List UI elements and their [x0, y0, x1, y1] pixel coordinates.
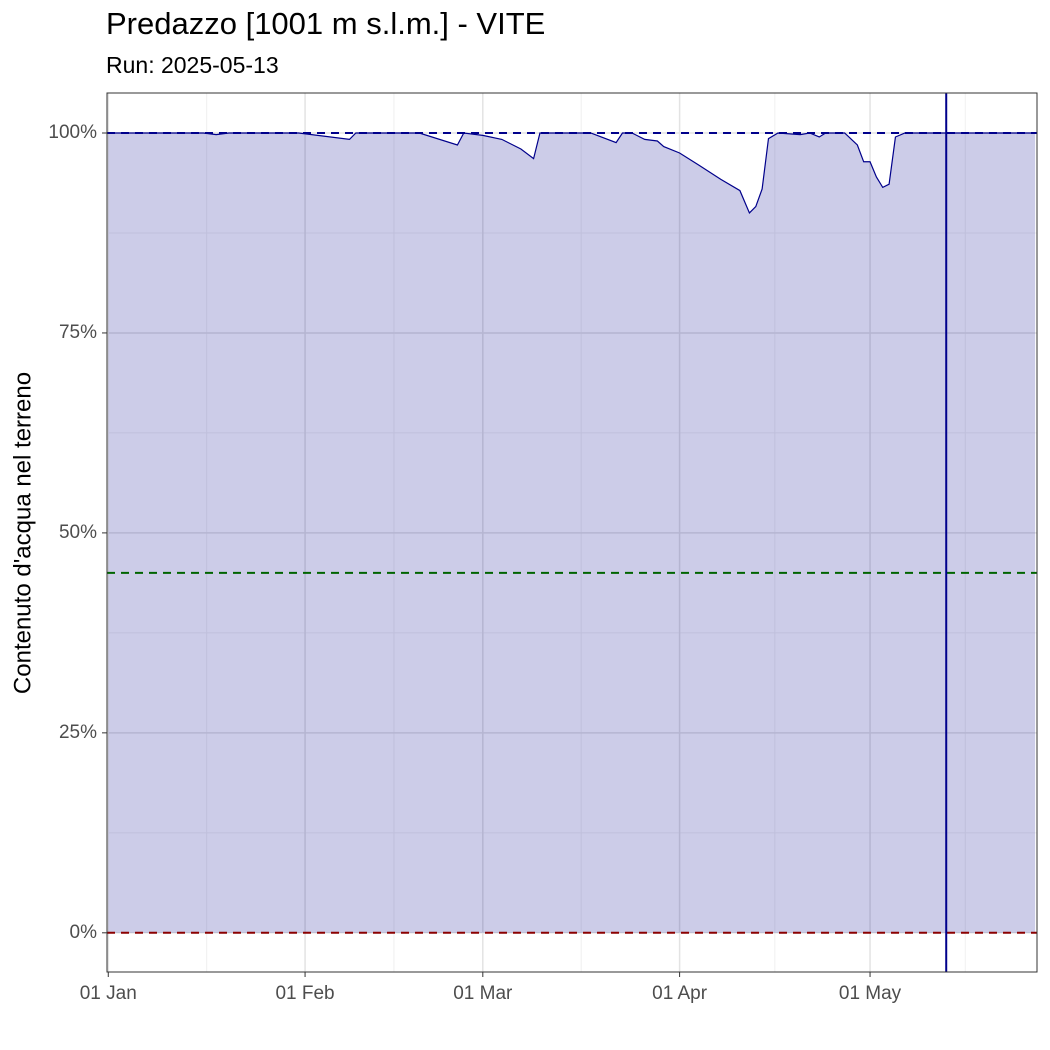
y-tick-label: 75%	[59, 322, 97, 343]
x-tick-label: 01 Mar	[453, 983, 513, 1004]
y-tick-label: 100%	[48, 122, 97, 143]
y-tick-label: 50%	[59, 522, 97, 543]
x-tick-label: 01 Jan	[80, 983, 137, 1004]
y-axis-title: Contenuto d'acqua nel terreno	[9, 372, 36, 694]
x-tick-label: 01 May	[839, 983, 902, 1004]
y-tick-label: 25%	[59, 722, 97, 743]
x-tick-label: 01 Apr	[652, 983, 708, 1004]
y-tick-label: 0%	[70, 922, 98, 943]
area	[108, 132, 1036, 933]
chart-subtitle: Run: 2025-05-13	[106, 52, 279, 78]
panel-border	[106, 92, 1038, 973]
line	[108, 132, 1036, 215]
chart-title: Predazzo [1001 m s.l.m.] - VITE	[106, 6, 545, 41]
x-tick-label: 01 Feb	[275, 983, 334, 1004]
